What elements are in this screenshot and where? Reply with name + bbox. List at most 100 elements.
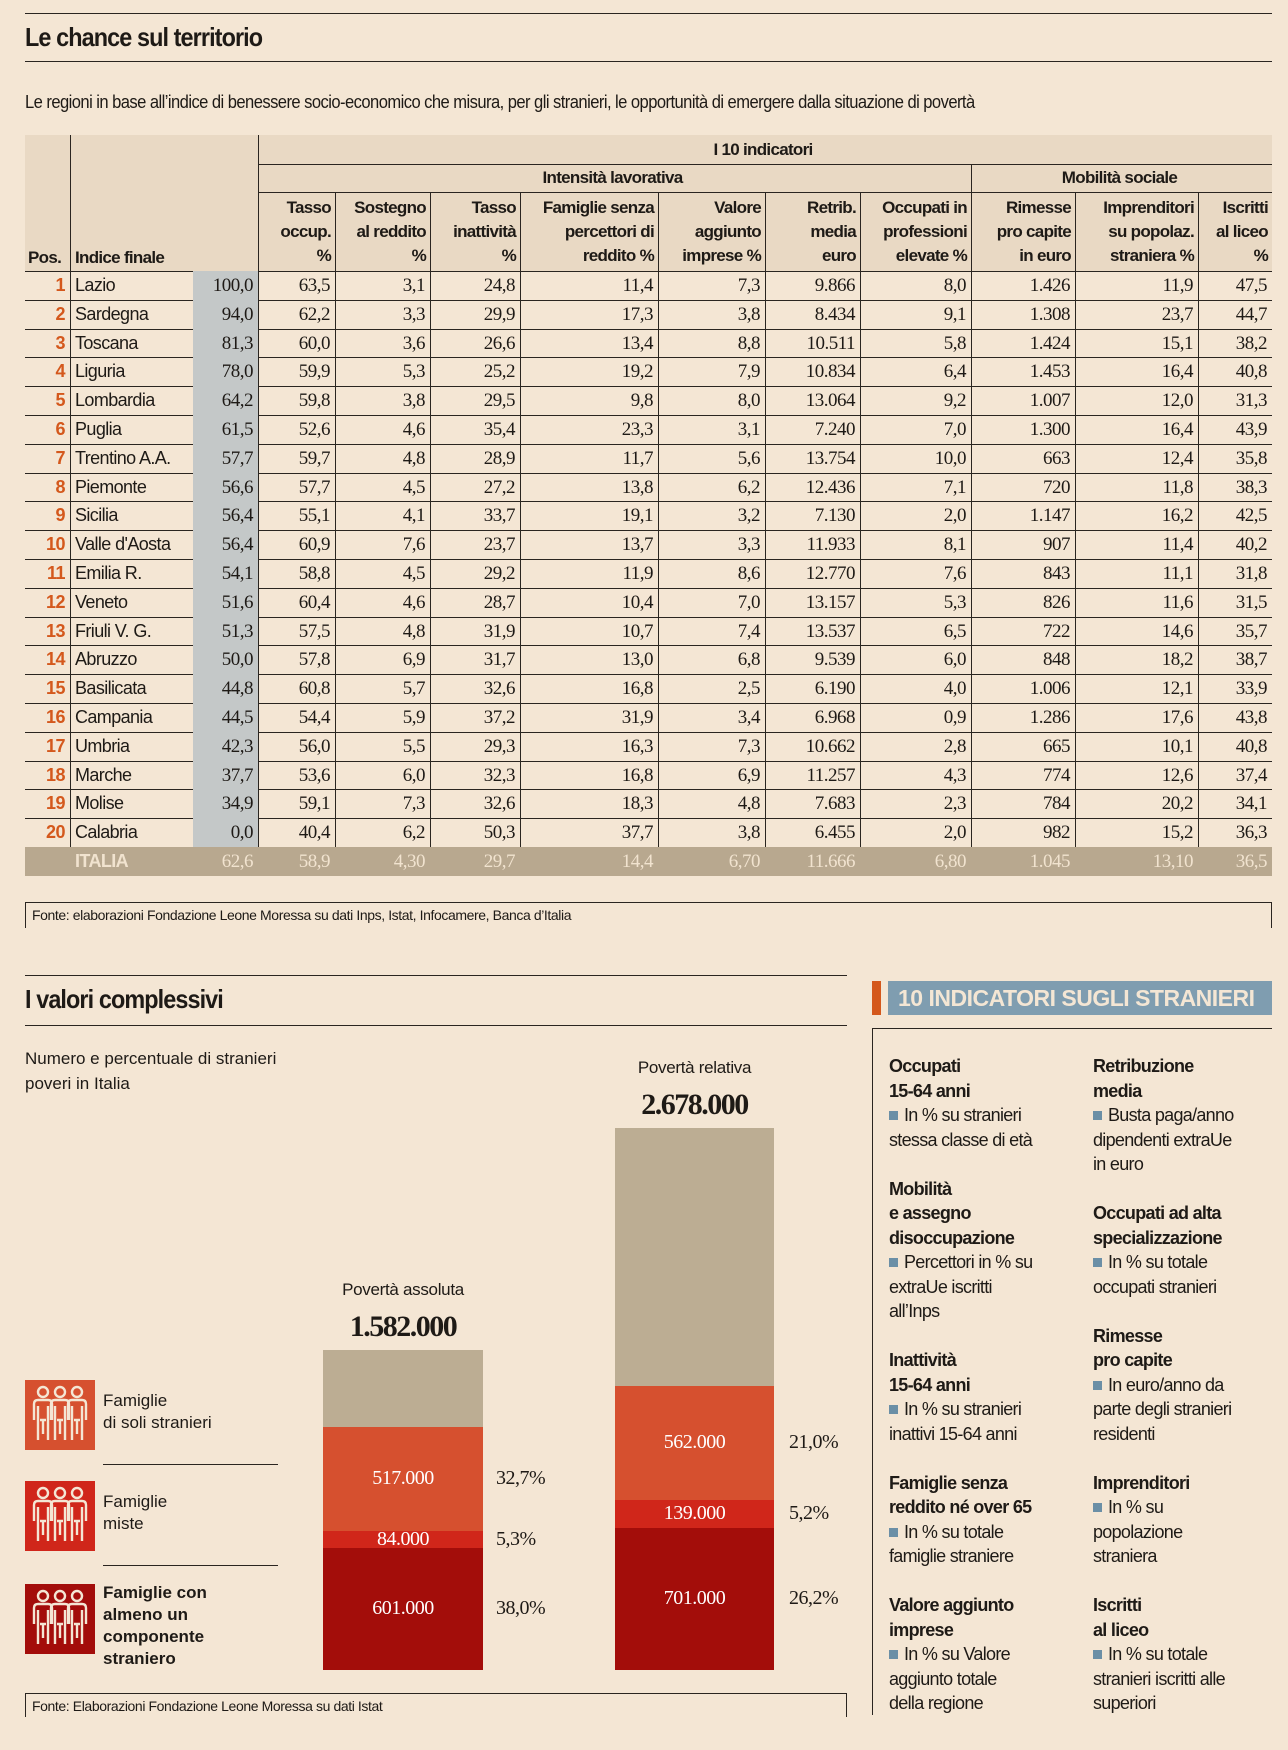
indicator-title: al liceo [1093, 1619, 1149, 1640]
indicator-value: 8,0 [737, 390, 761, 412]
indicator-value: 32,6 [483, 678, 516, 700]
family-icon [25, 1380, 95, 1450]
indicator-description: stessa classe di età [889, 1129, 1033, 1150]
indicator-value: 16,8 [621, 764, 654, 786]
bullet-square-icon [889, 1650, 898, 1659]
indicator-value: 1.006 [1029, 678, 1071, 700]
indicator-value: 7,4 [737, 620, 761, 642]
indicator-value: 10,7 [621, 620, 654, 642]
final-index: 61,5 [193, 415, 258, 444]
indicator-value: 10.662 [805, 735, 856, 757]
indicator-title: Retribuzione [1093, 1056, 1194, 1076]
indicator-value: 14,6 [1161, 620, 1194, 642]
row-divider [25, 299, 1272, 301]
segment-percent: 26,2% [789, 1587, 839, 1610]
chart-subtitle-line: Numero e percentuale di stranieri [25, 1049, 277, 1068]
indicator-value: 6.968 [814, 707, 856, 728]
indicator-value: 27,2 [483, 476, 516, 498]
region-name: Marche [75, 764, 132, 785]
legend-line: straniero [103, 1649, 176, 1668]
family-icon [25, 1584, 95, 1654]
legend-line: Famiglie [103, 1391, 168, 1410]
row-divider [25, 472, 1272, 474]
chart-source: Fonte: Elaborazioni Fondazione Leone Mor… [25, 1693, 847, 1717]
indicator-value: 8,1 [943, 534, 967, 556]
row-divider [25, 731, 1272, 733]
final-index: 44,8 [193, 674, 258, 703]
legend-line: miste [103, 1514, 144, 1533]
indicator-value: 38,2 [1235, 332, 1268, 354]
indicator-value: 19,2 [621, 361, 654, 383]
position: 7 [55, 447, 65, 468]
indicator-description-line: stranieri iscritti alle [1093, 1667, 1234, 1692]
final-index: 56,4 [193, 530, 258, 559]
indicator-value: 6,70 [728, 851, 761, 872]
legend-line: Famiglie [103, 1492, 168, 1511]
indicator-entry: Retribuzione media Busta paga/anno dipenden… [1093, 1054, 1234, 1177]
indicator-value: 13.537 [805, 620, 856, 642]
indicator-entry: Iscritti al liceo In % su totale stranieri … [1093, 1593, 1234, 1716]
indicator-value: 63,5 [298, 275, 331, 296]
indicator-value: 3,8 [402, 390, 426, 412]
indicator-value: 11.933 [806, 534, 855, 556]
column-header-line: percettori di [564, 222, 655, 241]
indicator-value: 60,0 [298, 332, 331, 354]
indicator-description: stranieri iscritti alle [1093, 1668, 1226, 1689]
title-rule [25, 61, 1272, 62]
indicator-value: 6,80 [934, 851, 967, 872]
indicator-value: 663 [1043, 447, 1071, 469]
column-header-line: % [501, 246, 517, 265]
region-name: Sicilia [75, 505, 118, 526]
region-name: Abruzzo [75, 649, 137, 670]
indicator-value: 43,8 [1235, 707, 1268, 728]
indicator-value: 2,8 [943, 735, 967, 757]
indicator-title: Occupati [889, 1056, 961, 1076]
indicator-value: 11,6 [1162, 591, 1193, 613]
position: 3 [55, 332, 65, 353]
bar-category-label: Povertà assoluta [342, 1279, 464, 1299]
column-header-line: pro capite [996, 222, 1072, 241]
indicator-value: 37,4 [1235, 764, 1268, 786]
column-divider [971, 164, 972, 876]
indicator-value: 7.130 [814, 505, 856, 527]
segment-percent: 5,2% [789, 1502, 829, 1525]
legend-label: Famiglie miste [103, 1491, 167, 1535]
indicator-description: aggiunto totale [889, 1668, 997, 1689]
indicator-description: residenti [1093, 1423, 1155, 1444]
indicator-value: 12.436 [805, 476, 856, 498]
indicator-value: 4,0 [943, 678, 967, 700]
indicator-value: 17,6 [1161, 707, 1194, 728]
indicator-value: 26,6 [483, 332, 516, 354]
indicator-value: 29,7 [483, 851, 516, 872]
column-header-line: % [411, 246, 427, 265]
col-pos: Pos. [28, 248, 62, 267]
indicator-value: 3,6 [402, 332, 426, 354]
final-index: 78,0 [193, 357, 258, 387]
indicator-value: 58,8 [298, 563, 331, 584]
indicator-value: 32,3 [483, 764, 516, 786]
position: 16 [45, 707, 66, 727]
bar-total-label: 1.582.000 [349, 1309, 458, 1343]
segment-percent: 21,0% [789, 1431, 839, 1454]
region-name: Basilicata [75, 678, 147, 699]
indicator-value: 5,5 [402, 735, 426, 757]
indicator-value: 4,8 [402, 620, 426, 642]
indicator-value: 1.007 [1029, 390, 1071, 412]
indicator-value: 18,3 [621, 793, 654, 815]
indicator-value: 9,2 [943, 390, 967, 412]
indicator-value: 60,4 [298, 591, 331, 613]
segment-label: 562.000 [663, 1431, 726, 1454]
indicator-description: inattivi 15-64 anni [889, 1423, 1017, 1444]
indicator-title: Occupati ad alta [1093, 1203, 1222, 1223]
final-index: 34,9 [193, 789, 258, 819]
indicator-value: 50,3 [483, 822, 516, 844]
row-divider [25, 415, 1272, 416]
indicator-value: 29,3 [483, 735, 516, 757]
indicator-description-line: In % su [1093, 1495, 1234, 1520]
column-divider [520, 192, 521, 876]
header-rule [258, 164, 1272, 165]
final-index: 0,0 [193, 818, 258, 847]
indicator-value: 6,4 [943, 361, 967, 383]
indicator-value: 4,5 [402, 476, 426, 498]
section-title: Le chance sul territorio [25, 22, 263, 52]
